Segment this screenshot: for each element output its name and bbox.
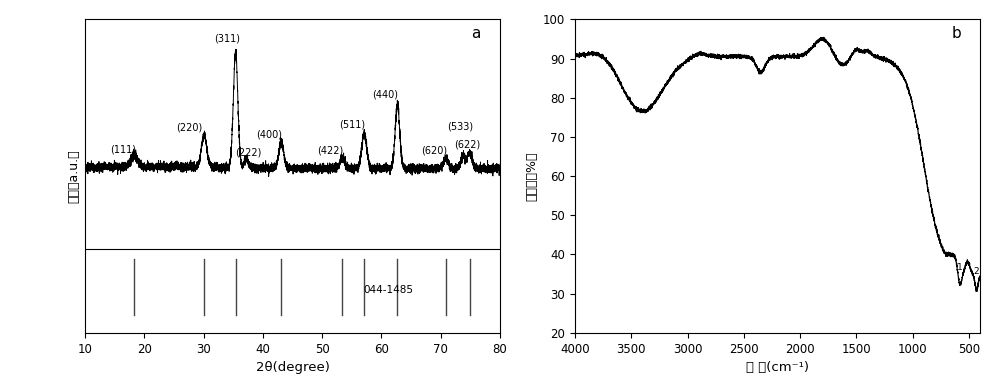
Text: (440): (440) [373, 89, 399, 99]
Text: a: a [471, 26, 480, 41]
Y-axis label: 透射率（%）: 透射率（%） [526, 151, 539, 201]
Text: 2: 2 [974, 267, 979, 276]
Text: (620): (620) [421, 146, 447, 156]
Text: (311): (311) [214, 33, 240, 43]
Text: (400): (400) [256, 130, 282, 140]
Text: (222): (222) [235, 147, 261, 157]
Text: (533): (533) [447, 122, 473, 132]
Y-axis label: 强度（a.u.）: 强度（a.u.） [68, 149, 81, 203]
Text: (622): (622) [454, 140, 480, 150]
Text: (511): (511) [339, 120, 365, 130]
X-axis label: 2θ(degree): 2θ(degree) [256, 361, 329, 374]
Text: 1: 1 [957, 263, 963, 272]
Text: (220): (220) [176, 122, 202, 132]
Text: b: b [952, 26, 961, 41]
X-axis label: 波 数(cm⁻¹): 波 数(cm⁻¹) [746, 361, 809, 374]
Text: (111): (111) [111, 145, 137, 155]
Text: (422): (422) [317, 146, 344, 156]
Text: 044-1485: 044-1485 [364, 285, 414, 295]
